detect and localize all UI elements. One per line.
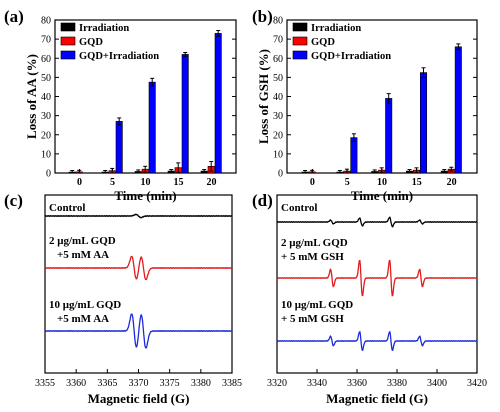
spectrum-label: +5 mM AA	[57, 313, 109, 325]
spectrum-label: + 5 mM GSH	[281, 251, 344, 263]
y-tick-label: 20	[273, 130, 283, 141]
plot-frame	[44, 194, 233, 374]
x-tick-label: 15	[174, 177, 184, 188]
bar	[148, 81, 156, 174]
x-tick-label: 3420	[467, 378, 487, 389]
y-tick-label: 50	[41, 73, 51, 84]
x-tick-label: 3320	[267, 378, 287, 389]
panel-c-label: (c)	[4, 191, 23, 210]
x-tick-label: 10	[141, 177, 151, 188]
y-tick-label: 10	[273, 149, 283, 160]
panel-b-label: (b)	[252, 7, 273, 26]
x-tick-label: 3360	[66, 378, 86, 389]
y-axis-title: Loss of AA (%)	[24, 54, 39, 139]
y-tick-label: 60	[41, 54, 51, 65]
spectrum-trace	[276, 216, 478, 228]
legend-entry: Irradiation	[311, 23, 361, 34]
bar	[350, 137, 358, 174]
legend-swatch	[292, 50, 308, 60]
spectrum-label: Control	[281, 202, 317, 214]
spectrum-trace	[276, 259, 478, 297]
spectrum-label: Control	[49, 202, 85, 214]
x-tick-label: 3400	[427, 378, 447, 389]
x-tick-label: 20	[447, 177, 457, 188]
plot-frame	[276, 194, 478, 374]
panel-d-epr-spectra: (d) 3320 3340 3360 3380 3400 3420 Magnetic fie…	[252, 191, 487, 406]
bar	[385, 98, 393, 174]
x-tick-label: 3375	[160, 378, 180, 389]
x-tick-label: 3355	[35, 378, 55, 389]
spectrum-label: 10 μg/mL GQD	[281, 299, 353, 311]
bar	[181, 54, 189, 174]
x-tick-label: 5	[345, 177, 350, 188]
y-tick-label: 30	[273, 111, 283, 122]
x-tick-label: 3340	[307, 378, 327, 389]
spectrum-trace	[44, 255, 233, 281]
x-tick-label: 3385	[222, 378, 242, 389]
x-tick-label: 15	[412, 177, 422, 188]
y-tick-label: 70	[273, 35, 283, 46]
y-tick-label: 60	[273, 54, 283, 65]
legend-entry: Irradiation	[79, 23, 129, 34]
y-tick-label: 40	[273, 92, 283, 103]
x-axis-title: Magnetic field (G)	[326, 391, 428, 406]
legend-entry: GQD+Irradiation	[79, 51, 159, 62]
y-tick-label: 80	[273, 16, 283, 27]
y-tick-label: 40	[41, 92, 51, 103]
spectrum-label: 2 μg/mL GQD	[49, 235, 116, 247]
legend-swatch	[292, 22, 308, 32]
spectrum-trace	[44, 213, 233, 219]
x-axis-title: Magnetic field (G)	[88, 391, 190, 406]
legend-entry: GQD+Irradiation	[311, 51, 391, 62]
x-tick-label: 20	[207, 177, 217, 188]
x-tick-label: 0	[77, 177, 82, 188]
legend-swatch	[60, 50, 76, 60]
y-axis-title: Loss of GSH (%)	[256, 49, 271, 144]
legend-entry: GQD	[311, 37, 335, 48]
x-tick-label: 3360	[347, 378, 367, 389]
y-tick-label: 20	[41, 130, 51, 141]
panel-a-label: (a)	[4, 7, 24, 26]
x-tick-label: 3365	[97, 378, 117, 389]
bar	[115, 121, 123, 174]
legend-swatch	[292, 36, 308, 46]
spectrum-trace	[276, 330, 478, 352]
legend-entry: GQD	[79, 37, 103, 48]
x-tick-label: 3370	[129, 378, 149, 389]
y-tick-label: 50	[273, 73, 283, 84]
spectrum-label: 2 μg/mL GQD	[281, 237, 348, 249]
spectrum-label: + 5 mM GSH	[281, 313, 344, 325]
y-tick-label: 0	[278, 169, 283, 180]
y-tick-label: 80	[41, 16, 51, 27]
x-tick-label: 10	[377, 177, 387, 188]
y-tick-label: 10	[41, 149, 51, 160]
x-tick-label: 5	[110, 177, 115, 188]
spectrum-label: +5 mM AA	[57, 249, 109, 261]
x-tick-label: 3380	[191, 378, 211, 389]
panel-d-label: (d)	[252, 191, 273, 210]
bar	[419, 72, 427, 174]
y-tick-label: 0	[46, 169, 51, 180]
x-tick-label: 0	[310, 177, 315, 188]
y-tick-label: 70	[41, 35, 51, 46]
legend-swatch	[60, 22, 76, 32]
panel-c-epr-spectra: (c) 3355 3360 3365 3370 3375 3380 3385 Magnetic…	[4, 191, 242, 406]
spectrum-trace	[44, 313, 233, 349]
bar	[454, 46, 462, 174]
y-tick-label: 30	[41, 111, 51, 122]
legend-swatch	[60, 36, 76, 46]
bar	[214, 33, 222, 174]
x-tick-label: 3380	[387, 378, 407, 389]
spectrum-label: 10 μg/mL GQD	[49, 299, 121, 311]
